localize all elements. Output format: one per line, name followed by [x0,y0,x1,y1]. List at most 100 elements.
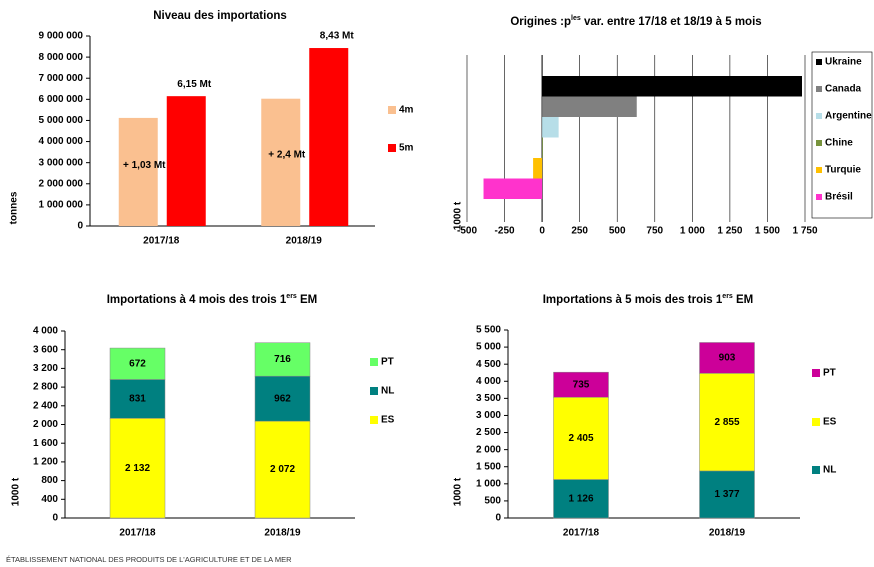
bar-segment [553,479,609,519]
bar [309,48,349,227]
legend-label: 5m [399,143,414,154]
y-tick-label: 0 [495,513,501,524]
title-part: Importations à 5 mois des trois 1 [543,294,723,306]
legend-swatch [816,140,822,146]
y-tick-label: 800 [41,475,58,486]
bar [533,158,543,179]
y-tick-label: 3 500 [476,393,501,404]
y-tick-label: 500 [484,496,501,507]
value-label: 716 [274,354,291,365]
x-tick-label: 1 750 [792,226,817,237]
bar-segment [254,375,311,422]
y-tick-label: 6 000 000 [39,94,84,105]
bar [118,117,158,226]
y-tick-label: 2 800 [33,382,58,393]
y-tick-label: 0 [52,513,58,524]
title-part: ers [722,293,733,300]
value-label: 2 132 [125,463,150,474]
legend-label: Canada [825,84,862,95]
y-tick-label: 4 000 [476,376,501,387]
x-tick-label: 2018/19 [264,528,301,539]
legend-label: Argentine [825,111,872,122]
value-label: 1 377 [714,489,739,500]
y-axis-label: 1000 t [453,477,464,506]
value-label: 672 [129,358,146,369]
bar [166,96,206,227]
chart-title: Importations à 5 mois des trois 1ers EM [543,293,754,306]
y-tick-label: 2 000 [33,419,58,430]
legend-box [811,51,873,219]
y-tick-label: 5 500 [476,325,501,336]
legend-label: Chine [825,138,853,149]
bar [542,96,637,117]
y-tick-label: 1 200 [33,457,58,468]
x-tick-label: 250 [571,226,588,237]
y-tick-label: 7 000 000 [39,73,84,84]
legend-label: ES [381,415,395,426]
x-tick-label: 1 250 [717,226,742,237]
title-part: EM [297,294,317,306]
value-label: 831 [129,394,146,405]
bar-segment [254,420,311,519]
x-tick-label: 2017/18 [119,528,156,539]
y-tick-label: 1 500 [476,461,501,472]
legend-swatch [370,387,378,395]
x-tick-label: 750 [646,226,663,237]
legend-swatch [816,59,822,65]
value-label: 6,15 Mt [177,79,212,90]
legend-swatch [816,194,822,200]
y-tick-label: 400 [41,494,58,505]
annotation: + 1,03 Mt [123,160,166,171]
legend-swatch [812,418,820,426]
x-tick-label: 2017/18 [563,528,600,539]
value-label: 2 072 [270,464,295,475]
bar-segment [699,373,755,472]
y-tick-label: 1 000 [476,478,501,489]
bar-segment [699,342,755,374]
annotation: + 2,4 Mt [268,149,306,160]
bar-segment [109,418,166,519]
y-tick-label: 4 500 [476,359,501,370]
value-label: 903 [719,353,736,364]
bar-segment [109,347,166,380]
title-part: Origines :p [510,16,571,28]
legend-label: ES [823,417,837,428]
bar [542,137,543,158]
y-axis-label: 1000 t [453,201,464,230]
title-part: ers [286,293,297,300]
x-tick-label: -500 [457,226,477,237]
bar-segment [553,371,609,398]
x-tick-label: 1 500 [755,226,780,237]
legend-label: PT [381,357,394,368]
y-axis-label: 1000 t [11,477,22,506]
y-tick-label: 2 500 [476,427,501,438]
legend-label: Brésil [825,192,853,203]
legend-swatch [816,86,822,92]
bar [261,98,301,226]
legend-label: NL [823,465,836,476]
y-tick-label: 1 600 [33,438,58,449]
y-tick-label: 3 000 000 [39,157,84,168]
y-tick-label: 2 000 [476,444,501,455]
footer: ÉTABLISSEMENT NATIONAL DES PRODUITS DE L… [6,555,292,564]
value-label: 2 855 [714,417,739,428]
y-tick-label: 2 000 000 [39,178,84,189]
value-label: 8,43 Mt [320,31,355,42]
bar-segment [553,397,609,480]
title-part: Importations à 4 mois des trois 1 [107,294,287,306]
x-tick-label: 500 [609,226,626,237]
title-part: les [571,15,581,22]
chart-title: Niveau des importations [153,10,287,22]
legend-label: NL [381,386,394,397]
legend-swatch [816,113,822,119]
y-tick-label: 9 000 000 [39,31,84,42]
y-tick-label: 5 000 [476,342,501,353]
y-axis-label: tonnes [9,191,20,224]
y-tick-label: 8 000 000 [39,52,84,63]
title-part: var. entre 17/18 et 18/19 à 5 mois [581,16,762,28]
chart-title: Origines :ples var. entre 17/18 et 18/19… [510,15,761,28]
bar [542,76,802,97]
value-label: 962 [274,393,291,404]
bar [483,178,543,199]
